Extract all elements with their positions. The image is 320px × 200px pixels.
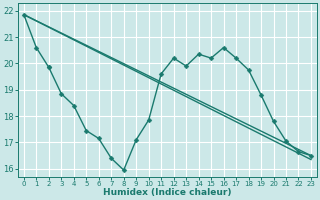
X-axis label: Humidex (Indice chaleur): Humidex (Indice chaleur) <box>103 188 232 197</box>
